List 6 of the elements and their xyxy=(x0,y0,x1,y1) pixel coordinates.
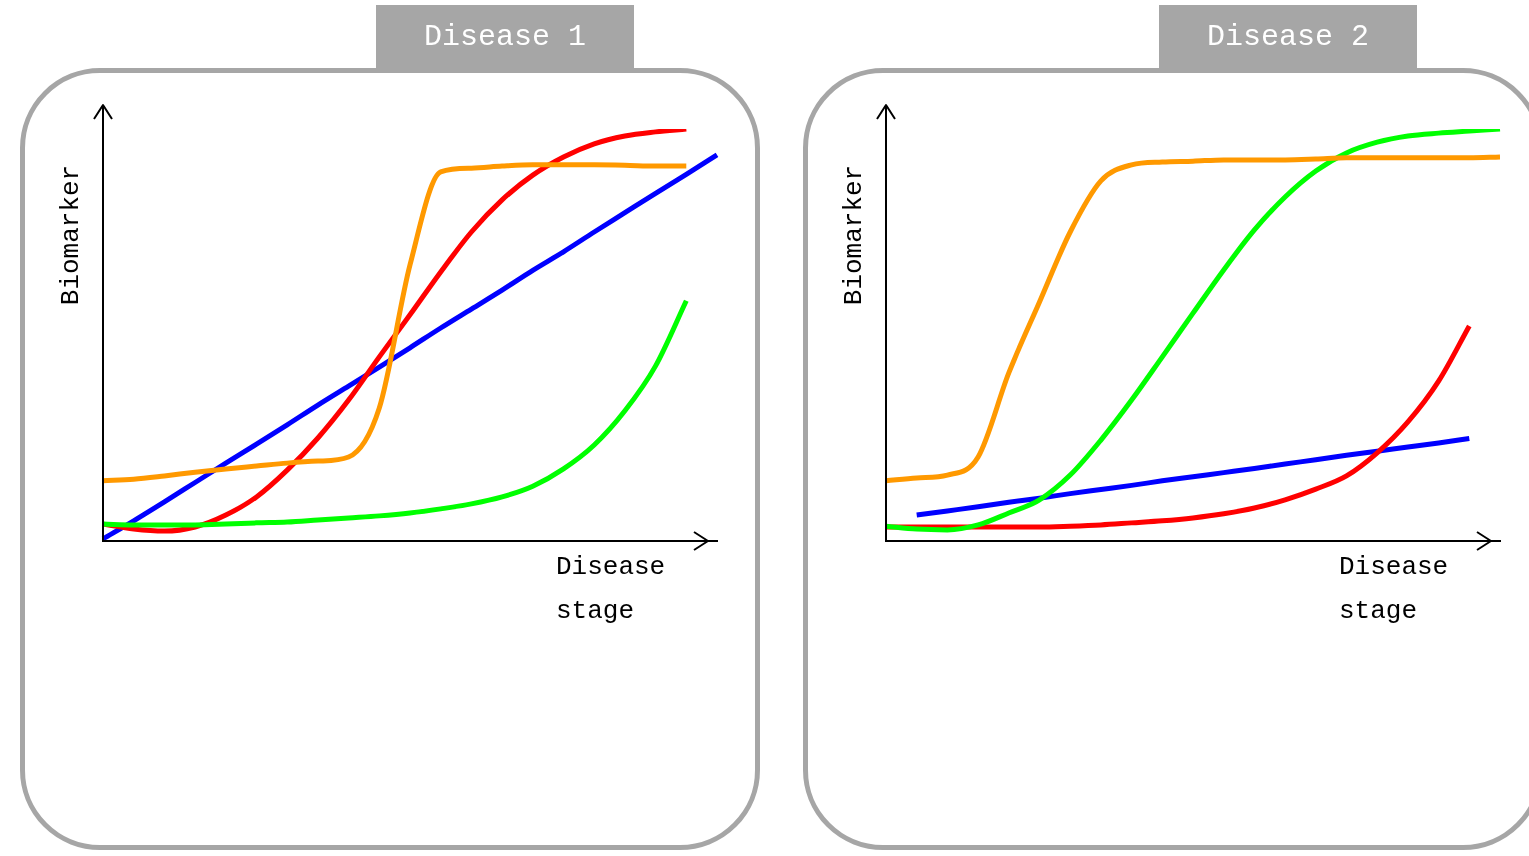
x-axis-title: Disease stage xyxy=(556,551,667,628)
y-axis-title: Biomarker xyxy=(839,164,869,306)
chart-title: Disease 2 xyxy=(1159,5,1417,68)
y-axis-title: Biomarker xyxy=(56,164,86,306)
x-axis-title: Disease stage xyxy=(1339,551,1450,628)
chart-title: Disease 1 xyxy=(376,5,634,68)
